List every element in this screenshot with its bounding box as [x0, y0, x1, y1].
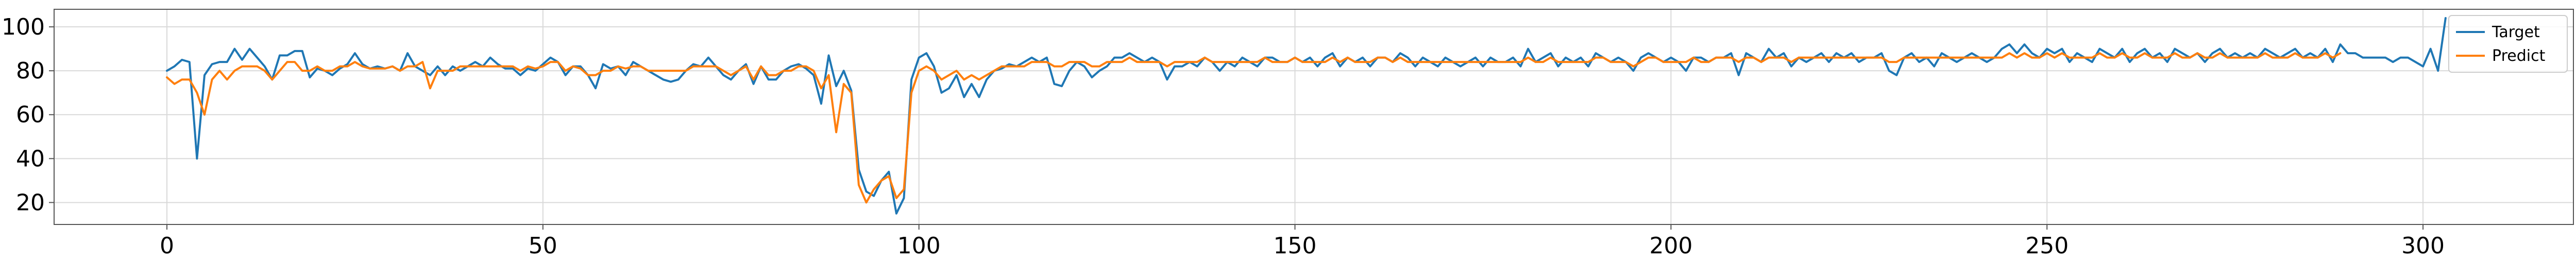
y-tick-label: 60: [16, 102, 45, 128]
legend-label: Target: [2492, 23, 2540, 41]
x-tick-label: 250: [2025, 233, 2069, 258]
tick-layer: 0 50 100 150 200 250 300 20 40 60 80 100: [2, 14, 2445, 258]
x-tick-label: 300: [2401, 233, 2445, 258]
y-tick-label: 80: [16, 58, 45, 84]
legend: Target Predict: [2448, 15, 2568, 73]
series-line-predict: [165, 52, 2342, 204]
x-tick-label: 200: [1649, 233, 1692, 258]
x-tick-label: 150: [1274, 233, 1317, 258]
grid-layer: [54, 9, 2573, 224]
legend-box: [2448, 15, 2568, 73]
x-tick-label: 0: [160, 233, 174, 258]
series-layer: [165, 17, 2447, 215]
plot-frame: [54, 9, 2574, 225]
y-tick-label: 100: [2, 14, 45, 40]
x-tick-label: 50: [529, 233, 557, 258]
y-tick-label: 40: [16, 146, 45, 172]
series-line-target: [165, 17, 2447, 215]
legend-label: Predict: [2492, 47, 2546, 65]
y-tick-label: 20: [16, 189, 45, 216]
x-tick-label: 100: [897, 233, 941, 258]
